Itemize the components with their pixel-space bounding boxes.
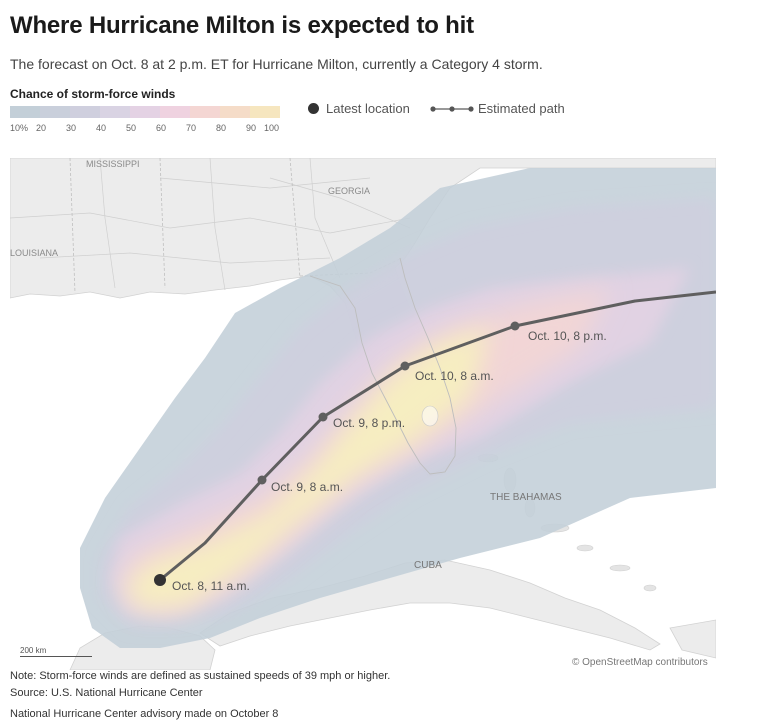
map-canvas: MISSISSIPPI GEORGIA LOUISIANA THE BAHAMA… bbox=[10, 158, 716, 670]
scale-ticks: 10% 20 30 40 50 60 70 80 90 100 bbox=[10, 123, 310, 135]
path-label-oct10-8pm: Oct. 10, 8 p.m. bbox=[528, 329, 607, 343]
scale-tick: 90 bbox=[246, 123, 257, 133]
scale-swatch-50 bbox=[130, 106, 160, 118]
path-label-oct10-8am: Oct. 10, 8 a.m. bbox=[415, 369, 494, 383]
map-scale-label: 200 km bbox=[20, 646, 47, 655]
scale-swatch-60 bbox=[160, 106, 190, 118]
scale-tick: 80 bbox=[216, 123, 227, 133]
legend-latest-location-label: Latest location bbox=[326, 101, 410, 116]
chart-subtitle: The forecast on Oct. 8 at 2 p.m. ET for … bbox=[10, 56, 543, 72]
legend-estimated-path-label: Estimated path bbox=[478, 101, 565, 116]
legend-latest-location: Latest location bbox=[308, 101, 410, 116]
scale-swatch-10 bbox=[10, 106, 40, 118]
scale-tick: 40 bbox=[96, 123, 107, 133]
scale-tick: 50 bbox=[126, 123, 137, 133]
path-label-oct9-8pm: Oct. 9, 8 p.m. bbox=[333, 416, 405, 430]
note-advisory: National Hurricane Center advisory made … bbox=[10, 708, 279, 720]
map-scale: 200 km bbox=[20, 646, 92, 657]
path-label-oct9-8am: Oct. 9, 8 a.m. bbox=[271, 480, 343, 494]
path-line-icon bbox=[430, 105, 474, 112]
scale-swatch-80 bbox=[220, 106, 250, 118]
latest-location-dot-icon bbox=[308, 103, 319, 114]
path-point-oct9-8pm[interactable] bbox=[318, 412, 328, 422]
label-georgia: GEORGIA bbox=[328, 186, 370, 196]
path-label-oct8-11am: Oct. 8, 11 a.m. bbox=[172, 579, 250, 593]
path-point-oct10-8am[interactable] bbox=[400, 361, 410, 371]
scale-swatch-30 bbox=[70, 106, 100, 118]
forecast-map[interactable]: MISSISSIPPI GEORGIA LOUISIANA THE BAHAMA… bbox=[10, 158, 716, 670]
lake-okeechobee bbox=[421, 405, 439, 427]
wind-probability-cone bbox=[80, 168, 716, 648]
map-attribution[interactable]: © OpenStreetMap contributors bbox=[572, 657, 708, 668]
scale-swatch-40 bbox=[100, 106, 130, 118]
path-point-oct10-8pm[interactable] bbox=[510, 321, 520, 331]
scale-swatch-20 bbox=[40, 106, 70, 118]
scale-tick: 20 bbox=[36, 123, 47, 133]
scale-swatch-70 bbox=[190, 106, 220, 118]
label-louisiana: LOUISIANA bbox=[10, 248, 58, 258]
scale-tick: 10% bbox=[10, 123, 29, 133]
prob-band-90 bbox=[125, 328, 490, 608]
map-scale-bar bbox=[20, 656, 92, 657]
label-cuba: CUBA bbox=[414, 560, 442, 571]
label-bahamas: THE BAHAMAS bbox=[490, 492, 562, 503]
scale-swatch-90 bbox=[250, 106, 280, 118]
scale-tick: 70 bbox=[186, 123, 197, 133]
latest-location-marker[interactable] bbox=[154, 574, 166, 586]
legend-title: Chance of storm-force winds bbox=[10, 87, 176, 101]
probability-color-scale bbox=[10, 106, 280, 118]
label-mississippi: MISSISSIPPI bbox=[86, 159, 140, 169]
scale-tick: 60 bbox=[156, 123, 167, 133]
hispaniola-landmass bbox=[669, 619, 716, 659]
florida-outline bbox=[309, 257, 457, 475]
note-source: Source: U.S. National Hurricane Center bbox=[10, 687, 203, 699]
estimated-path-line bbox=[159, 290, 716, 582]
chart-title: Where Hurricane Milton is expected to hi… bbox=[10, 12, 474, 39]
scale-tick: 100 bbox=[264, 123, 280, 133]
note-definition: Note: Storm-force winds are defined as s… bbox=[10, 670, 391, 682]
path-point-oct9-8am[interactable] bbox=[257, 475, 267, 485]
legend-estimated-path: Estimated path bbox=[430, 101, 565, 116]
scale-tick: 30 bbox=[66, 123, 77, 133]
